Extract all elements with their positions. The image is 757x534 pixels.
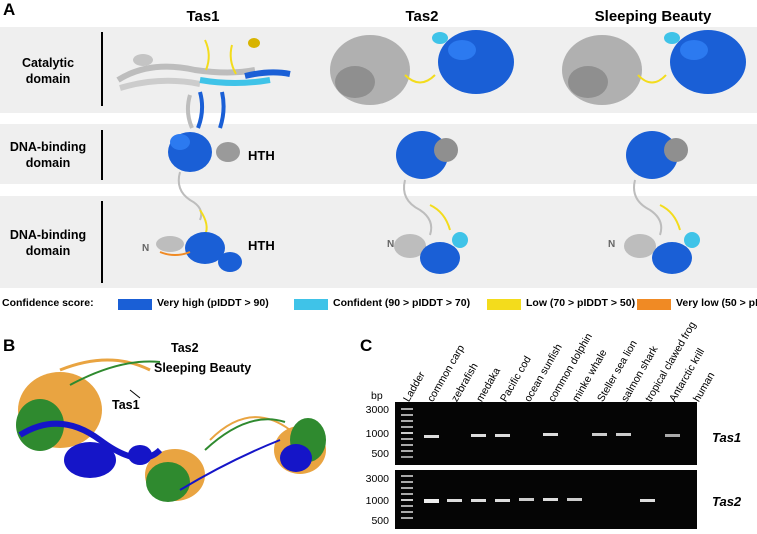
bp-tick-3000-bottom: 3000 [365, 473, 389, 485]
hth-label-row2: HTH [248, 148, 275, 163]
row-divider-catalytic [101, 32, 103, 106]
lane-label: human [691, 370, 718, 404]
legend-swatch-low [487, 299, 521, 310]
tas2-structure [330, 30, 514, 274]
gel-tas2-bands [401, 475, 655, 519]
bp-tick-500-bottom: 500 [371, 515, 389, 527]
row-label-catalytic: Catalytic domain [0, 55, 96, 87]
row-divider-dna-binding-1 [101, 130, 103, 180]
row-label-line: DNA-binding [9, 140, 87, 154]
overlay-label-tas2: Tas2 [171, 341, 199, 355]
gel-tas1 [395, 402, 697, 465]
column-title-tas2: Tas2 [405, 8, 439, 25]
column-title-sleeping-beauty: Sleeping Beauty [594, 8, 712, 25]
overlay-label-tas1: Tas1 [112, 398, 140, 412]
legend-swatch-very-high [118, 299, 152, 310]
legend-label-very-high: Very high (pIDDT > 90) [157, 297, 269, 309]
lane-label: Ladder [401, 369, 428, 404]
bp-tick-500-top: 500 [371, 448, 389, 460]
row-label-dna-binding-1: DNA-binding domain [0, 139, 96, 171]
n-terminus-label-tas1: N [142, 243, 150, 254]
row-label-dna-binding-2: DNA-binding domain [0, 227, 96, 259]
legend-label-low: Low (70 > pIDDT > 50) [526, 297, 636, 309]
column-title-tas1: Tas1 [186, 8, 220, 25]
bp-tick-3000-top: 3000 [365, 404, 389, 416]
gel-tas1-bands [401, 408, 680, 458]
overlay-tas1 [18, 420, 312, 491]
legend-swatch-very-low [637, 299, 671, 310]
bp-unit-label: bp [371, 390, 383, 402]
gel-tas2 [395, 470, 697, 529]
hth-label-row3: HTH [248, 238, 275, 253]
legend-title: Confidence score: [2, 297, 94, 309]
row-label-line: Catalytic [21, 56, 75, 70]
n-terminus-label-tas2: N [387, 239, 395, 250]
panel-letter-c: C [360, 336, 373, 355]
n-terminus-label-sb: N [608, 239, 616, 250]
row-label-line: DNA-binding [9, 228, 87, 242]
tas1-structure [116, 38, 291, 272]
legend-label-very-low: Very low (50 > pIDDT) [676, 297, 757, 309]
structure-overlay-panel-b [16, 358, 326, 502]
bp-tick-1000-bottom: 1000 [365, 495, 389, 507]
row-label-line: domain [25, 244, 71, 258]
gene-label-tas1: Tas1 [712, 430, 742, 445]
structure-images-panel-a [116, 30, 746, 274]
gene-label-tas2: Tas2 [712, 494, 742, 509]
legend-label-confident: Confident (90 > pIDDT > 70) [333, 297, 471, 309]
overlay-tas2 [16, 360, 326, 502]
confidence-legend: Confidence score: Very high (pIDDT > 90)… [0, 297, 757, 313]
overlay-label-sleeping-beauty: Sleeping Beauty [154, 361, 252, 375]
row-divider-dna-binding-2 [101, 201, 103, 283]
bp-tick-1000-top: 1000 [365, 428, 389, 440]
row-label-line: domain [25, 72, 71, 86]
row-label-line: domain [25, 156, 71, 170]
sleeping-beauty-structure [562, 30, 746, 274]
panel-letter-b: B [3, 336, 16, 355]
legend-swatch-confident [294, 299, 328, 310]
panel-letter-a: A [3, 0, 16, 19]
